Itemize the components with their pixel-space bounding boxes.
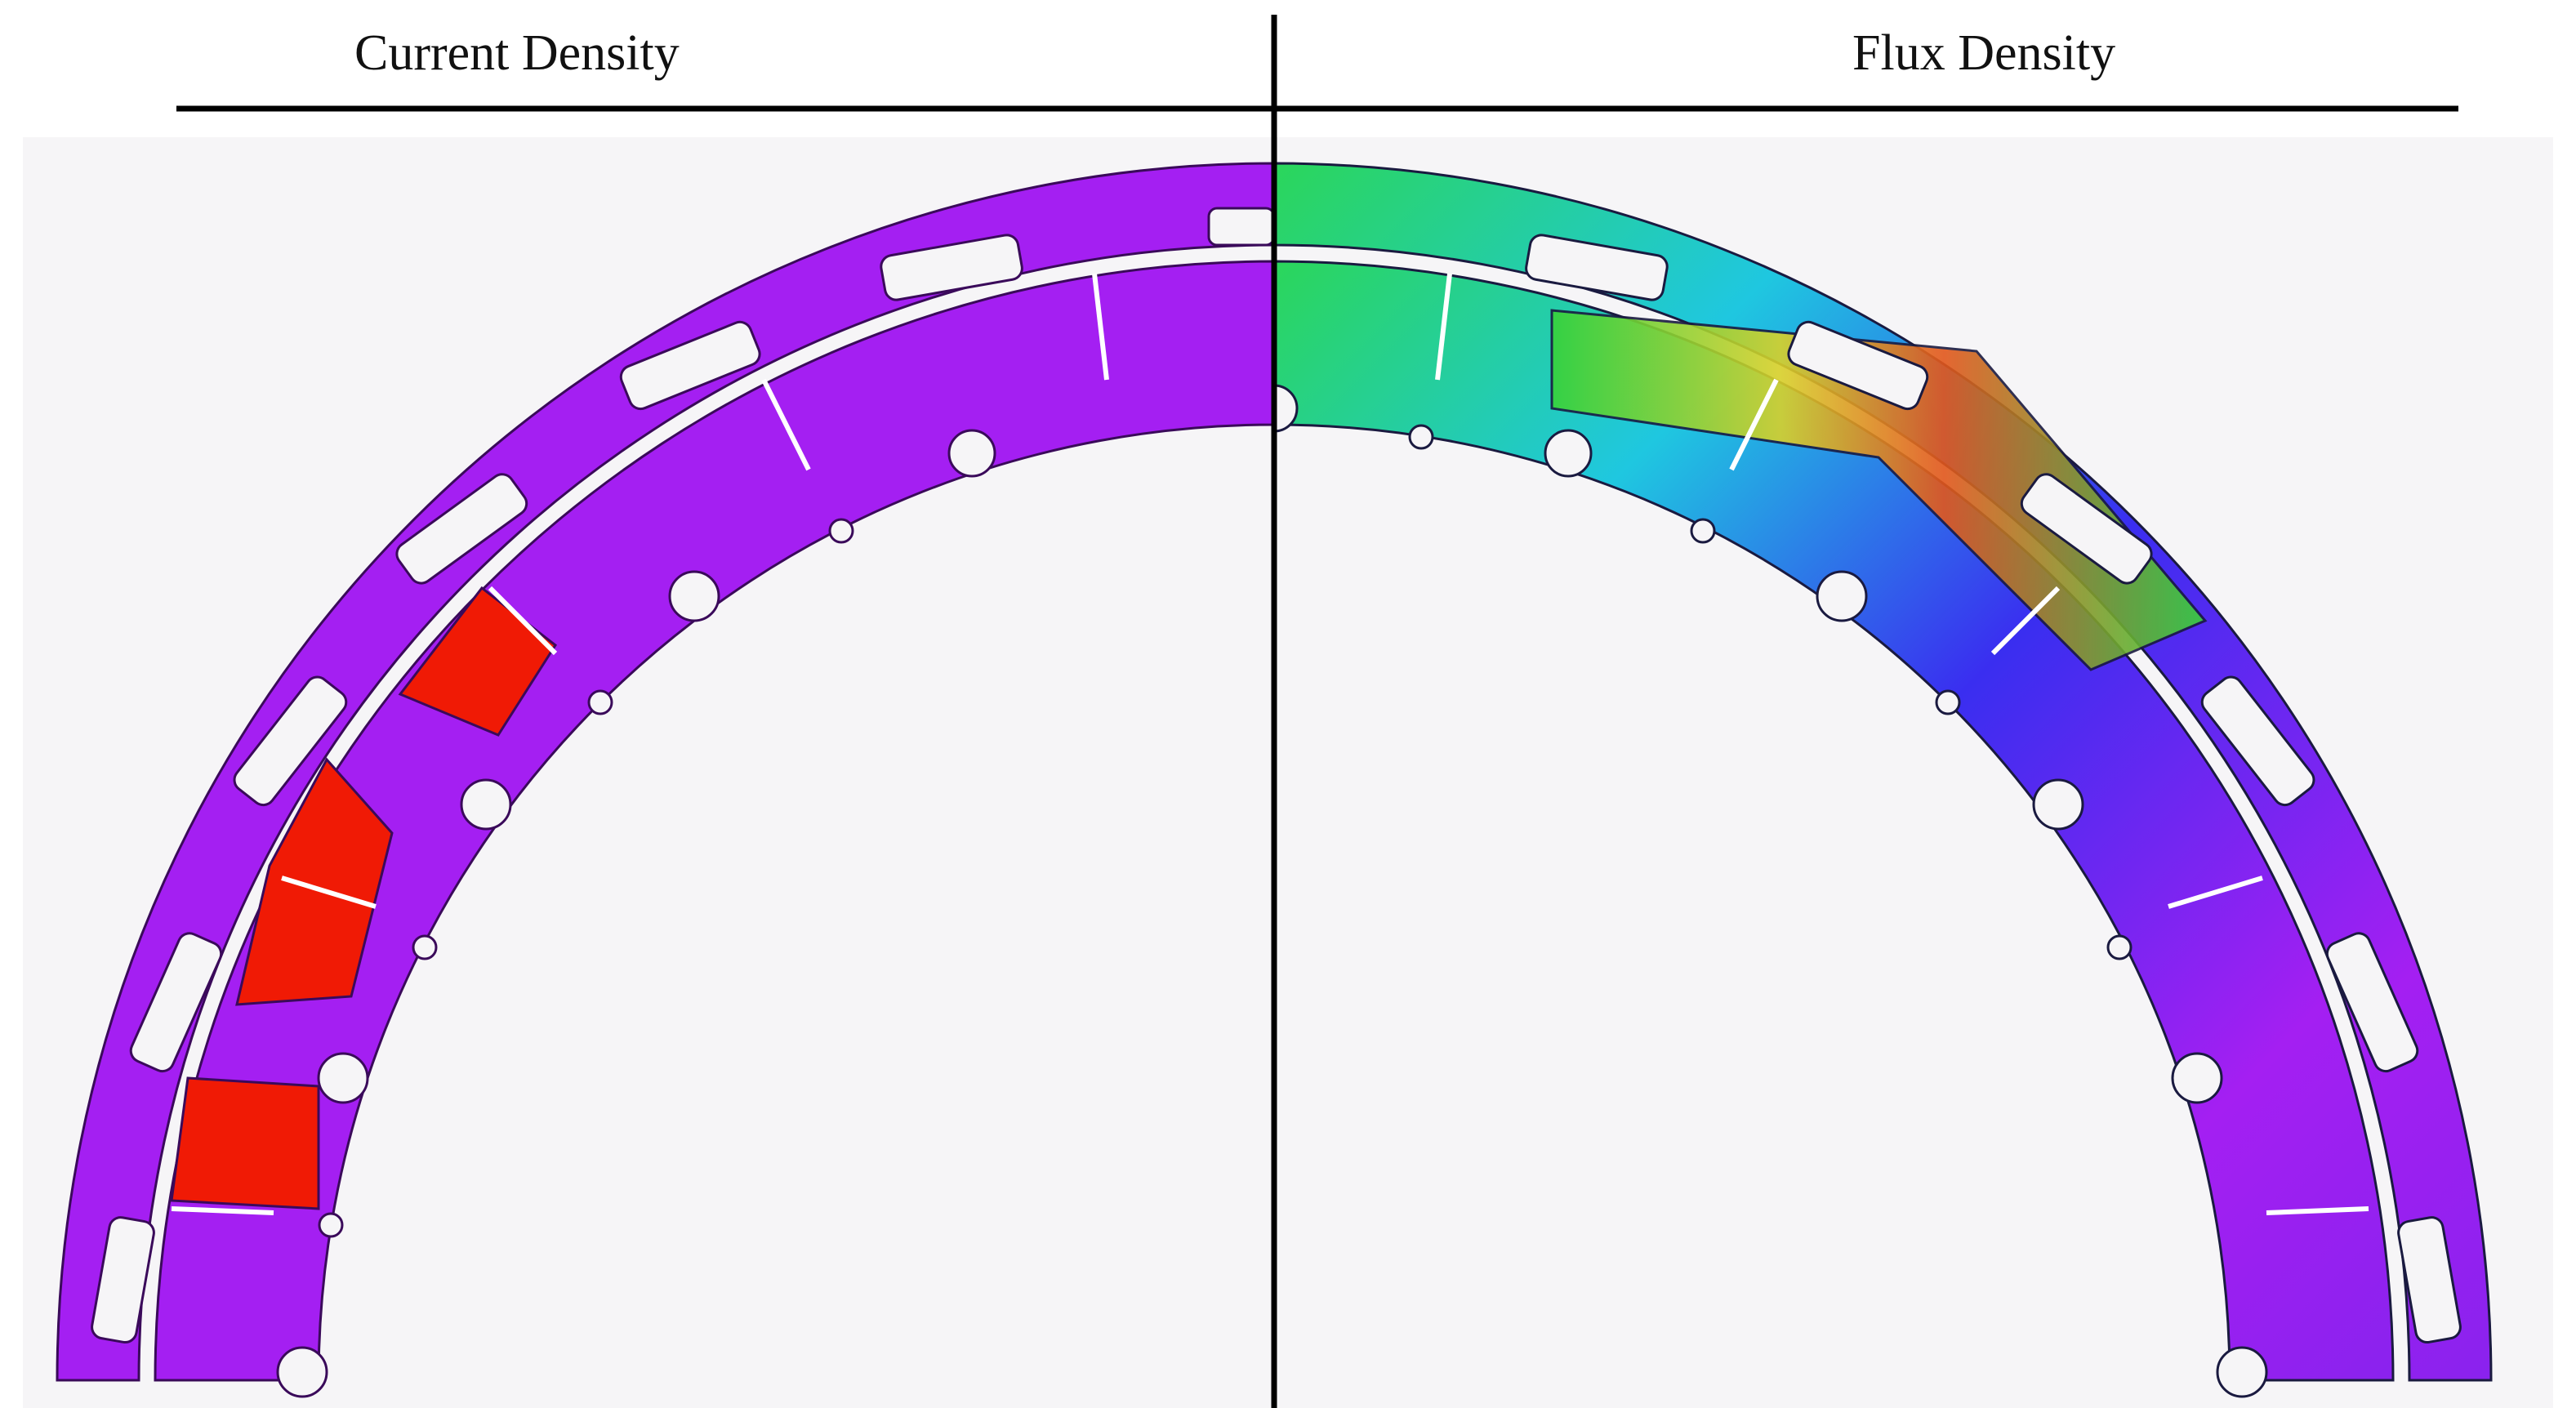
current-density-title: Current Density [354,25,680,81]
mount-hole [1935,689,1961,715]
mount-hole [1408,424,1434,450]
slot-cutout [880,234,1023,301]
current-coil-segment [235,757,394,1006]
mount-hole [828,518,854,544]
slot-cutout [1525,234,1669,301]
flux-hot-region [1550,309,2208,671]
slot-cutout [2020,473,2153,585]
mount-hole [1544,429,1593,478]
mount-hole [668,570,720,622]
outer-ring-left [56,162,1274,1382]
mount-hole [1274,384,1299,433]
slot-cutout [91,1216,155,1344]
mount-hole [460,778,512,831]
mount-hole [1690,518,1716,544]
mount-hole [2171,1052,2223,1104]
slot-cutout [619,320,761,411]
mount-hole [1816,570,1868,622]
slot-cutout [2200,675,2315,807]
mount-hole [2032,778,2084,831]
mount-hole [2106,934,2133,960]
current-coil-segment [170,1076,320,1210]
slot-cutout [1787,320,1929,411]
current-density-panel [56,162,1274,1398]
mount-hole [412,934,438,960]
mount-hole [317,1052,369,1104]
mount-hole [276,1346,328,1398]
slot-cutout [395,473,528,585]
slot-cutout [129,932,223,1073]
slot-cutout [233,675,348,807]
flux-density-panel [1274,162,2493,1398]
mount-hole [318,1212,344,1238]
mount-hole [587,689,613,715]
slot-cutout [1207,207,1274,247]
slot-cutout [2325,932,2419,1073]
mount-hole [2216,1346,2268,1398]
flux-density-title: Flux Density [1852,25,2116,81]
slot-cutout [2397,1216,2462,1344]
mount-hole [947,429,996,478]
